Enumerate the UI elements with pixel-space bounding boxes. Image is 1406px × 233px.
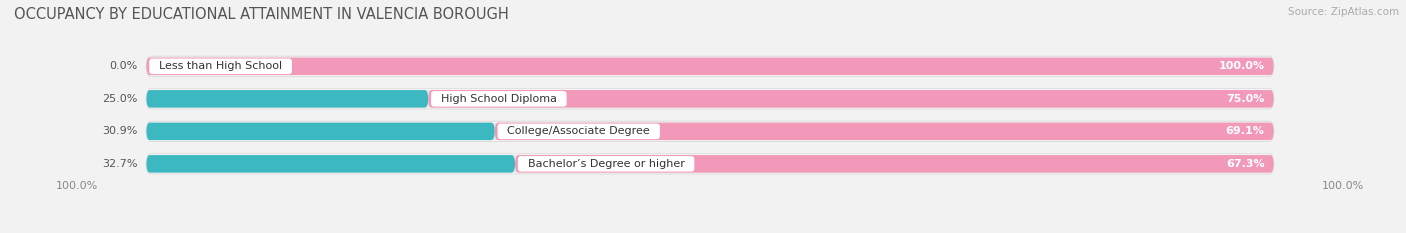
FancyBboxPatch shape (146, 56, 1274, 76)
FancyBboxPatch shape (495, 123, 1274, 140)
Text: College/Associate Degree: College/Associate Degree (501, 126, 657, 136)
FancyBboxPatch shape (146, 58, 1274, 75)
Text: 69.1%: 69.1% (1226, 126, 1264, 136)
Text: 75.0%: 75.0% (1226, 94, 1264, 104)
FancyBboxPatch shape (146, 123, 1274, 140)
Text: 100.0%: 100.0% (56, 181, 98, 191)
FancyBboxPatch shape (146, 90, 429, 108)
Text: Source: ZipAtlas.com: Source: ZipAtlas.com (1288, 7, 1399, 17)
Text: 100.0%: 100.0% (1219, 61, 1264, 71)
FancyBboxPatch shape (146, 58, 1274, 75)
Text: 30.9%: 30.9% (103, 126, 138, 136)
FancyBboxPatch shape (146, 123, 495, 140)
FancyBboxPatch shape (515, 155, 1274, 173)
Text: 25.0%: 25.0% (103, 94, 138, 104)
Text: 67.3%: 67.3% (1226, 159, 1264, 169)
Text: OCCUPANCY BY EDUCATIONAL ATTAINMENT IN VALENCIA BOROUGH: OCCUPANCY BY EDUCATIONAL ATTAINMENT IN V… (14, 7, 509, 22)
FancyBboxPatch shape (146, 90, 1274, 108)
FancyBboxPatch shape (146, 89, 1274, 109)
Text: 32.7%: 32.7% (101, 159, 138, 169)
Text: High School Diploma: High School Diploma (434, 94, 564, 104)
Text: Bachelor’s Degree or higher: Bachelor’s Degree or higher (520, 159, 692, 169)
Text: Less than High School: Less than High School (152, 61, 290, 71)
FancyBboxPatch shape (146, 155, 1274, 173)
Text: 100.0%: 100.0% (1322, 181, 1364, 191)
FancyBboxPatch shape (429, 90, 1274, 108)
FancyBboxPatch shape (146, 155, 515, 173)
FancyBboxPatch shape (146, 154, 1274, 174)
Text: 0.0%: 0.0% (110, 61, 138, 71)
FancyBboxPatch shape (146, 121, 1274, 141)
